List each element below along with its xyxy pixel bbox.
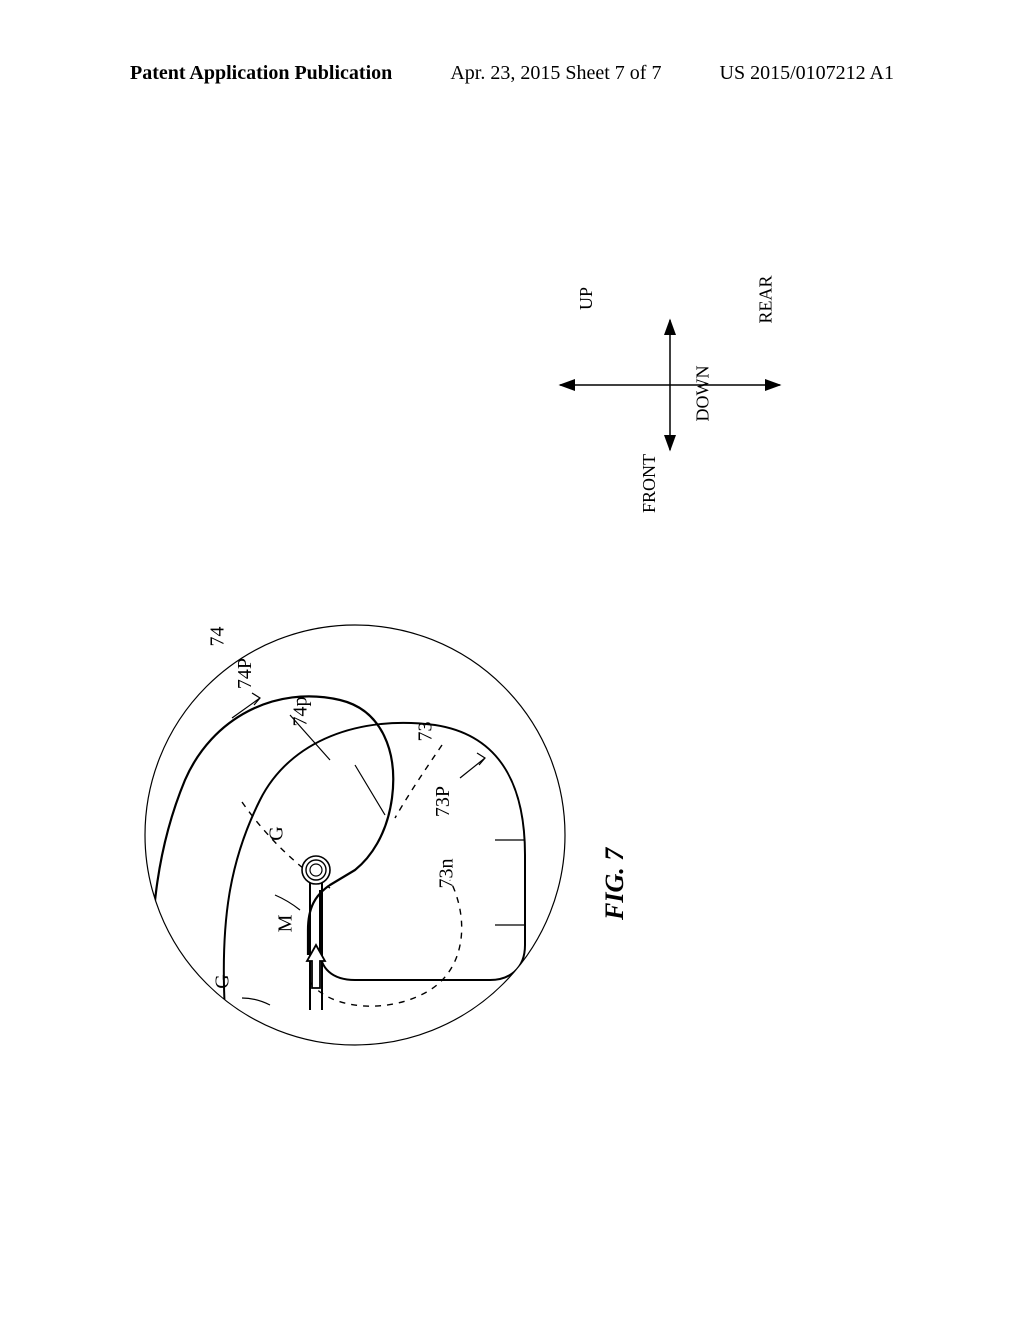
ref-label-l_74p_small: 74p: [290, 697, 313, 727]
compass-label-rear: REAR: [756, 275, 777, 323]
ref-label-l_73P: 73P: [432, 786, 455, 817]
header-row: Patent Application Publication Apr. 23, …: [0, 62, 1024, 85]
ref-label-l_74P: 74P: [234, 658, 257, 689]
figure-caption: FIG. 7: [600, 848, 630, 920]
ref-label-l_G_right: G: [266, 826, 289, 840]
page: Patent Application Publication Apr. 23, …: [0, 0, 1024, 1320]
compass-label-down: DOWN: [693, 366, 714, 422]
ref-label-l_G_left: G: [212, 974, 235, 988]
page-header: Patent Application Publication Apr. 23, …: [0, 62, 1024, 85]
ref-label-l_74: 74: [207, 627, 230, 647]
figure-svg: [130, 610, 580, 1060]
figure-7: [130, 610, 580, 1060]
orientation-compass: UP DOWN FRONT REAR: [530, 295, 810, 475]
header-right: US 2015/0107212 A1: [720, 62, 894, 85]
compass-label-up: UP: [576, 287, 597, 310]
header-middle: Apr. 23, 2015 Sheet 7 of 7: [450, 62, 661, 85]
compass-label-front: FRONT: [639, 454, 660, 513]
ref-label-l_M: M: [274, 915, 297, 933]
header-left: Patent Application Publication: [130, 62, 392, 85]
ref-label-l_73n: 73n: [436, 859, 459, 889]
ref-label-l_73: 73: [415, 722, 438, 742]
